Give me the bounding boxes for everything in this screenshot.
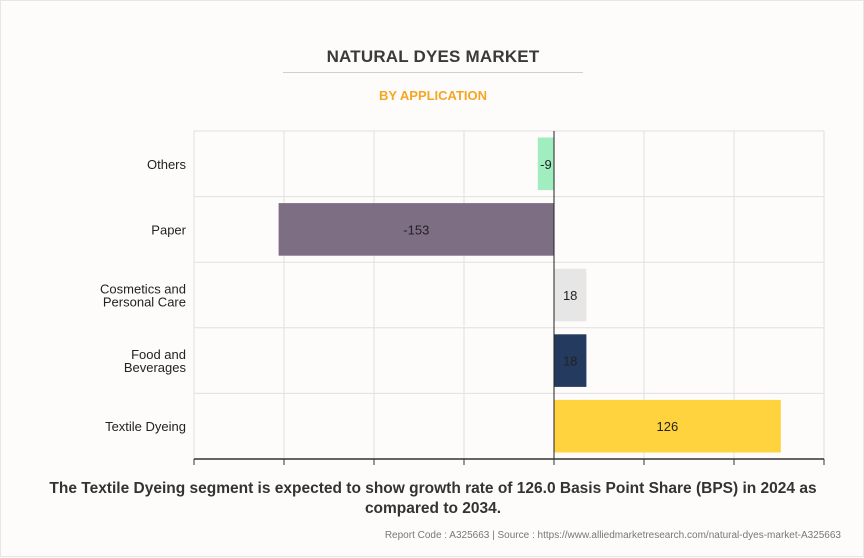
category-label: Cosmetics and <box>100 282 186 297</box>
data-label: 126 <box>657 419 679 434</box>
chart-title: NATURAL DYES MARKET <box>326 47 540 66</box>
title-divider <box>283 72 583 73</box>
category-label: Food and <box>131 347 186 362</box>
data-label: 18 <box>563 354 577 369</box>
category-label: Textile Dyeing <box>105 419 186 434</box>
bar-textile-dyeing <box>554 399 781 453</box>
category-label: Personal Care <box>103 295 186 310</box>
bar-others <box>537 137 554 191</box>
category-label: Paper <box>151 222 186 237</box>
bar-food-and-beverages <box>554 334 587 387</box>
chart-caption: The Textile Dyeing segment is expected t… <box>49 480 817 517</box>
source-note: Report Code : A325663 | Source : https:/… <box>384 530 841 541</box>
category-label: Others <box>147 157 187 172</box>
data-label: 18 <box>563 288 577 303</box>
category-label: Beverages <box>124 360 187 375</box>
bar-paper <box>278 203 554 256</box>
chart-subtitle: BY APPLICATION <box>378 88 488 103</box>
data-label: -9 <box>540 157 552 172</box>
bar-cosmetics-and-personal-care <box>554 268 587 322</box>
data-label: -153 <box>403 222 429 237</box>
